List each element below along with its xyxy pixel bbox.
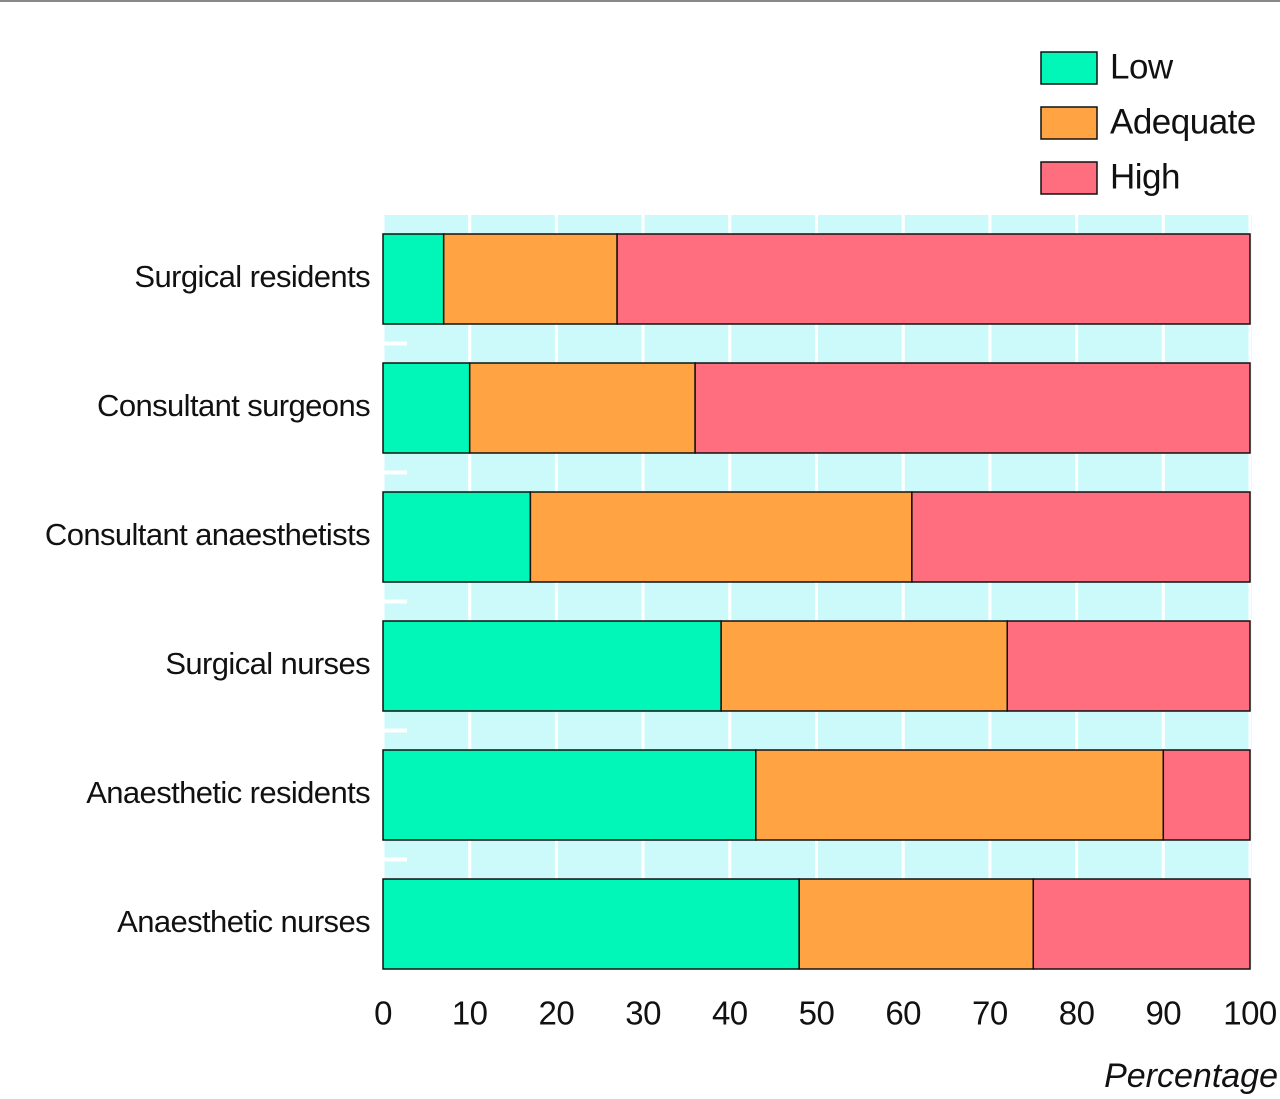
y-tick-label: Surgical residents xyxy=(134,259,370,294)
bar-segment xyxy=(382,491,532,583)
bar-segment xyxy=(720,620,1008,712)
bar-segment xyxy=(1032,878,1251,970)
bar-segment xyxy=(798,878,1034,970)
bar-segment xyxy=(382,620,722,712)
y-tick-label: Surgical nurses xyxy=(165,646,370,681)
x-axis-label: Percentage xyxy=(1104,1057,1278,1095)
x-tick-label: 90 xyxy=(1145,995,1181,1032)
bar-segment xyxy=(529,491,913,583)
bar-segment xyxy=(382,749,757,841)
x-tick-label: 100 xyxy=(1223,995,1277,1032)
legend-label: Low xyxy=(1110,47,1174,86)
x-tick-label: 60 xyxy=(885,995,921,1032)
x-tick-label: 40 xyxy=(712,995,748,1032)
y-tick-label: Anaesthetic nurses xyxy=(117,904,370,939)
x-tick-label: 20 xyxy=(539,995,575,1032)
legend-label: Adequate xyxy=(1110,102,1256,141)
x-tick-label: 30 xyxy=(625,995,661,1032)
bar-segment xyxy=(911,491,1251,583)
bar-segment xyxy=(382,233,445,325)
bar-segment xyxy=(442,233,618,325)
bar-segment xyxy=(755,749,1165,841)
x-tick-label: 0 xyxy=(374,995,392,1032)
y-tick-label: Consultant surgeons xyxy=(97,388,370,423)
legend-swatch xyxy=(1040,51,1098,85)
bar-segment xyxy=(1006,620,1251,712)
x-tick-label: 10 xyxy=(452,995,488,1032)
y-tick-label: Anaesthetic residents xyxy=(86,775,370,810)
legend-swatch xyxy=(1040,106,1098,140)
legend-swatch xyxy=(1040,161,1098,195)
x-tick-label: 80 xyxy=(1059,995,1095,1032)
bar-segment xyxy=(468,362,696,454)
x-tick-label: 70 xyxy=(972,995,1008,1032)
bar-segment xyxy=(694,362,1251,454)
x-tick-label: 50 xyxy=(799,995,835,1032)
legend-label: High xyxy=(1110,157,1180,196)
bar-segment xyxy=(382,362,471,454)
bar-segment xyxy=(616,233,1251,325)
bar-segment xyxy=(382,878,800,970)
bar-segment xyxy=(1162,749,1251,841)
y-tick-label: Consultant anaesthetists xyxy=(45,517,370,552)
